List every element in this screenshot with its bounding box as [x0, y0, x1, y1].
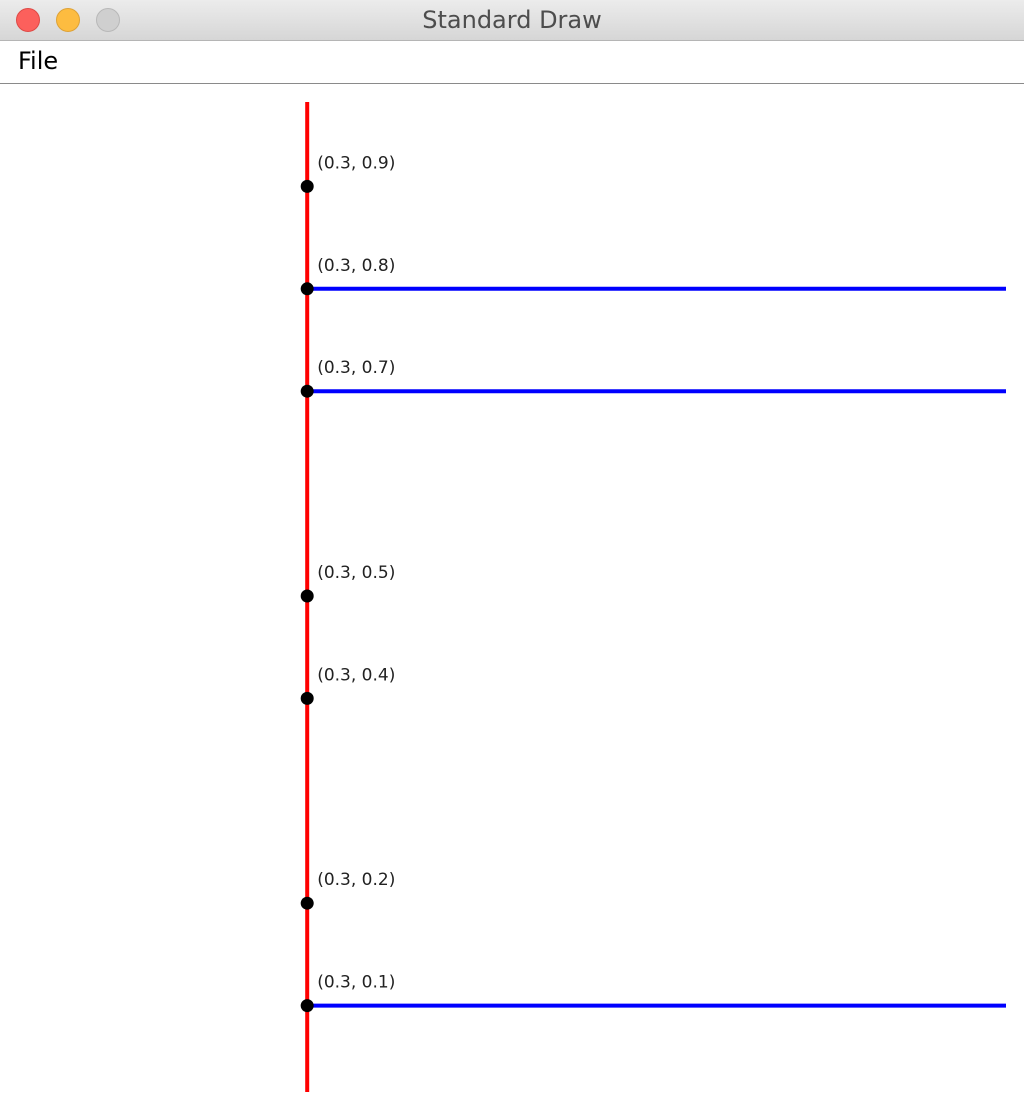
window-title: Standard Draw	[422, 6, 602, 34]
drawing-surface: (0.3, 0.9) (0.3, 0.8) (0.3, 0.7) (0.3, 0.5)…	[300, 102, 1006, 1092]
point-4	[300, 691, 314, 705]
point-6	[300, 999, 314, 1013]
menu-file[interactable]: File	[18, 47, 59, 75]
point-label-4: (0.3, 0.4)	[317, 665, 395, 685]
minimize-window-button[interactable]	[56, 8, 80, 32]
point-1	[300, 282, 314, 296]
drawing-canvas: (0.3, 0.9) (0.3, 0.8) (0.3, 0.7) (0.3, 0.5)…	[0, 84, 1024, 1108]
close-window-button[interactable]	[16, 8, 40, 32]
point-0	[300, 179, 314, 193]
point-label-6: (0.3, 0.1)	[317, 973, 395, 993]
title-bar: Standard Draw	[0, 0, 1024, 41]
point-2	[300, 384, 314, 398]
point-3	[300, 589, 314, 603]
point-label-2: (0.3, 0.7)	[317, 358, 395, 378]
zoom-window-button[interactable]	[96, 8, 120, 32]
point-label-5: (0.3, 0.2)	[317, 870, 395, 890]
point-5	[300, 896, 314, 910]
menu-bar: File	[0, 41, 1024, 84]
point-label-1: (0.3, 0.8)	[317, 256, 395, 276]
point-label-0: (0.3, 0.9)	[317, 153, 395, 173]
point-label-3: (0.3, 0.5)	[317, 563, 395, 583]
